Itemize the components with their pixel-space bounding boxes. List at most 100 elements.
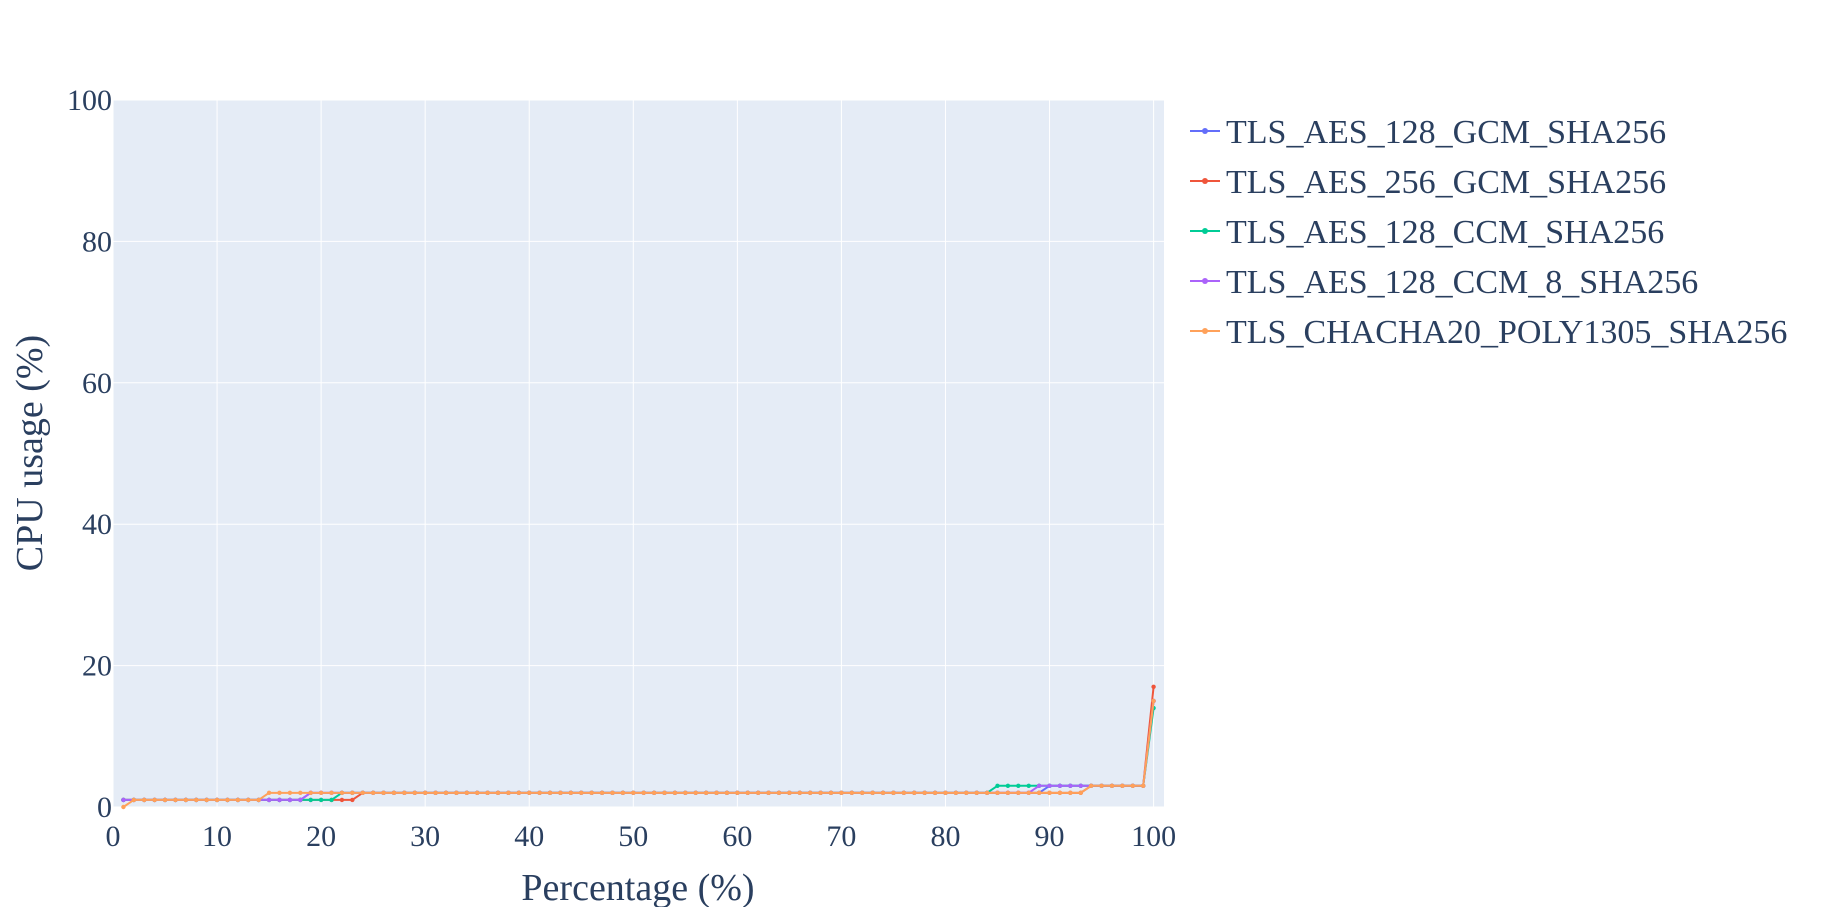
- data-point: [152, 797, 157, 803]
- data-point: [787, 790, 792, 796]
- data-point: [849, 790, 855, 796]
- data-point: [527, 790, 532, 796]
- x-axis-title: Percentage (%): [521, 867, 754, 907]
- series-5: [121, 698, 1156, 810]
- data-point: [298, 797, 303, 803]
- data-point: [860, 790, 865, 796]
- data-point: [329, 790, 334, 796]
- data-point: [402, 790, 407, 796]
- data-point: [714, 790, 719, 796]
- y-tick-label: 40: [82, 508, 112, 541]
- legend-label: TLS_AES_128_CCM_SHA256: [1226, 214, 1664, 251]
- data-point: [194, 797, 199, 803]
- data-point: [1088, 783, 1094, 788]
- data-point: [1151, 698, 1156, 704]
- data-point: [121, 804, 126, 810]
- data-point: [1130, 783, 1135, 788]
- data-point: [454, 790, 459, 796]
- data-point: [943, 790, 948, 796]
- data-point: [1151, 684, 1156, 690]
- data-point: [797, 790, 802, 796]
- data-point: [693, 790, 698, 796]
- data-point: [277, 790, 282, 796]
- data-point: [318, 797, 324, 803]
- x-tick-label: 80: [930, 820, 960, 853]
- x-tick-label: 30: [410, 820, 440, 853]
- data-point: [287, 797, 293, 803]
- data-point: [204, 797, 209, 803]
- legend-item[interactable]: TLS_AES_128_GCM_SHA256: [1190, 114, 1666, 151]
- data-point: [1036, 783, 1042, 788]
- data-point: [339, 790, 345, 796]
- data-point: [412, 790, 417, 796]
- legend-label: TLS_AES_128_GCM_SHA256: [1226, 114, 1666, 151]
- x-tick-label: 40: [514, 820, 544, 853]
- legend[interactable]: TLS_AES_128_GCM_SHA256 TLS_AES_256_GCM_SH…: [1190, 114, 1787, 351]
- data-point: [964, 790, 969, 796]
- legend-item[interactable]: TLS_CHACHA20_POLY1305_SHA256: [1190, 314, 1787, 351]
- data-point: [776, 790, 782, 796]
- legend-label: TLS_AES_256_GCM_SHA256: [1226, 164, 1666, 201]
- y-tick-label: 60: [82, 367, 112, 400]
- legend-item[interactable]: TLS_AES_128_CCM_8_SHA256: [1190, 264, 1698, 301]
- data-point: [506, 790, 511, 796]
- data-point: [308, 790, 313, 796]
- data-point: [808, 790, 813, 796]
- data-point: [870, 790, 875, 796]
- data-point: [360, 790, 365, 796]
- data-point: [724, 790, 730, 796]
- data-point: [558, 790, 563, 796]
- data-point: [735, 790, 740, 796]
- data-point: [537, 790, 542, 796]
- data-point: [1120, 783, 1125, 788]
- data-point: [1068, 783, 1073, 788]
- legend-swatch-marker: [1202, 228, 1208, 234]
- data-point: [298, 790, 303, 796]
- data-point: [599, 790, 605, 796]
- grid-lines: [112, 99, 1164, 808]
- legend-swatch-marker: [1202, 328, 1208, 334]
- data-point: [766, 790, 771, 796]
- data-point: [391, 790, 397, 796]
- data-point: [350, 790, 355, 796]
- data-point: [266, 790, 272, 796]
- data-point: [683, 790, 688, 796]
- y-tick-label: 0: [97, 791, 112, 824]
- data-point: [266, 797, 272, 803]
- data-point: [641, 790, 646, 796]
- data-point: [1036, 790, 1042, 796]
- legend-label: TLS_CHACHA20_POLY1305_SHA256: [1226, 314, 1787, 351]
- data-point: [246, 797, 251, 803]
- data-point: [1140, 783, 1146, 788]
- x-tick-label: 70: [826, 820, 856, 853]
- data-point: [1078, 783, 1083, 788]
- data-point: [922, 790, 927, 796]
- data-point: [932, 790, 938, 796]
- data-point: [1068, 790, 1073, 796]
- data-point: [589, 790, 594, 796]
- data-point: [308, 797, 313, 803]
- legend-swatch-marker: [1202, 178, 1208, 184]
- series-lines: [121, 684, 1156, 810]
- x-tick-label: 60: [722, 820, 752, 853]
- data-point: [1057, 783, 1063, 788]
- data-point: [381, 790, 386, 796]
- data-point: [1078, 790, 1083, 796]
- data-point: [339, 797, 345, 803]
- data-point: [745, 790, 750, 796]
- data-point: [818, 790, 823, 796]
- data-point: [755, 790, 761, 796]
- data-point: [1026, 783, 1031, 788]
- y-tick-label: 80: [82, 225, 112, 258]
- data-point: [620, 790, 626, 796]
- data-point: [1109, 783, 1115, 788]
- data-point: [703, 790, 709, 796]
- legend-item[interactable]: TLS_AES_128_CCM_SHA256: [1190, 214, 1664, 251]
- data-point: [277, 797, 282, 803]
- data-point: [214, 797, 220, 803]
- legend-item[interactable]: TLS_AES_256_GCM_SHA256: [1190, 164, 1666, 201]
- data-point: [880, 790, 886, 796]
- data-point: [1026, 790, 1031, 796]
- data-point: [142, 797, 147, 803]
